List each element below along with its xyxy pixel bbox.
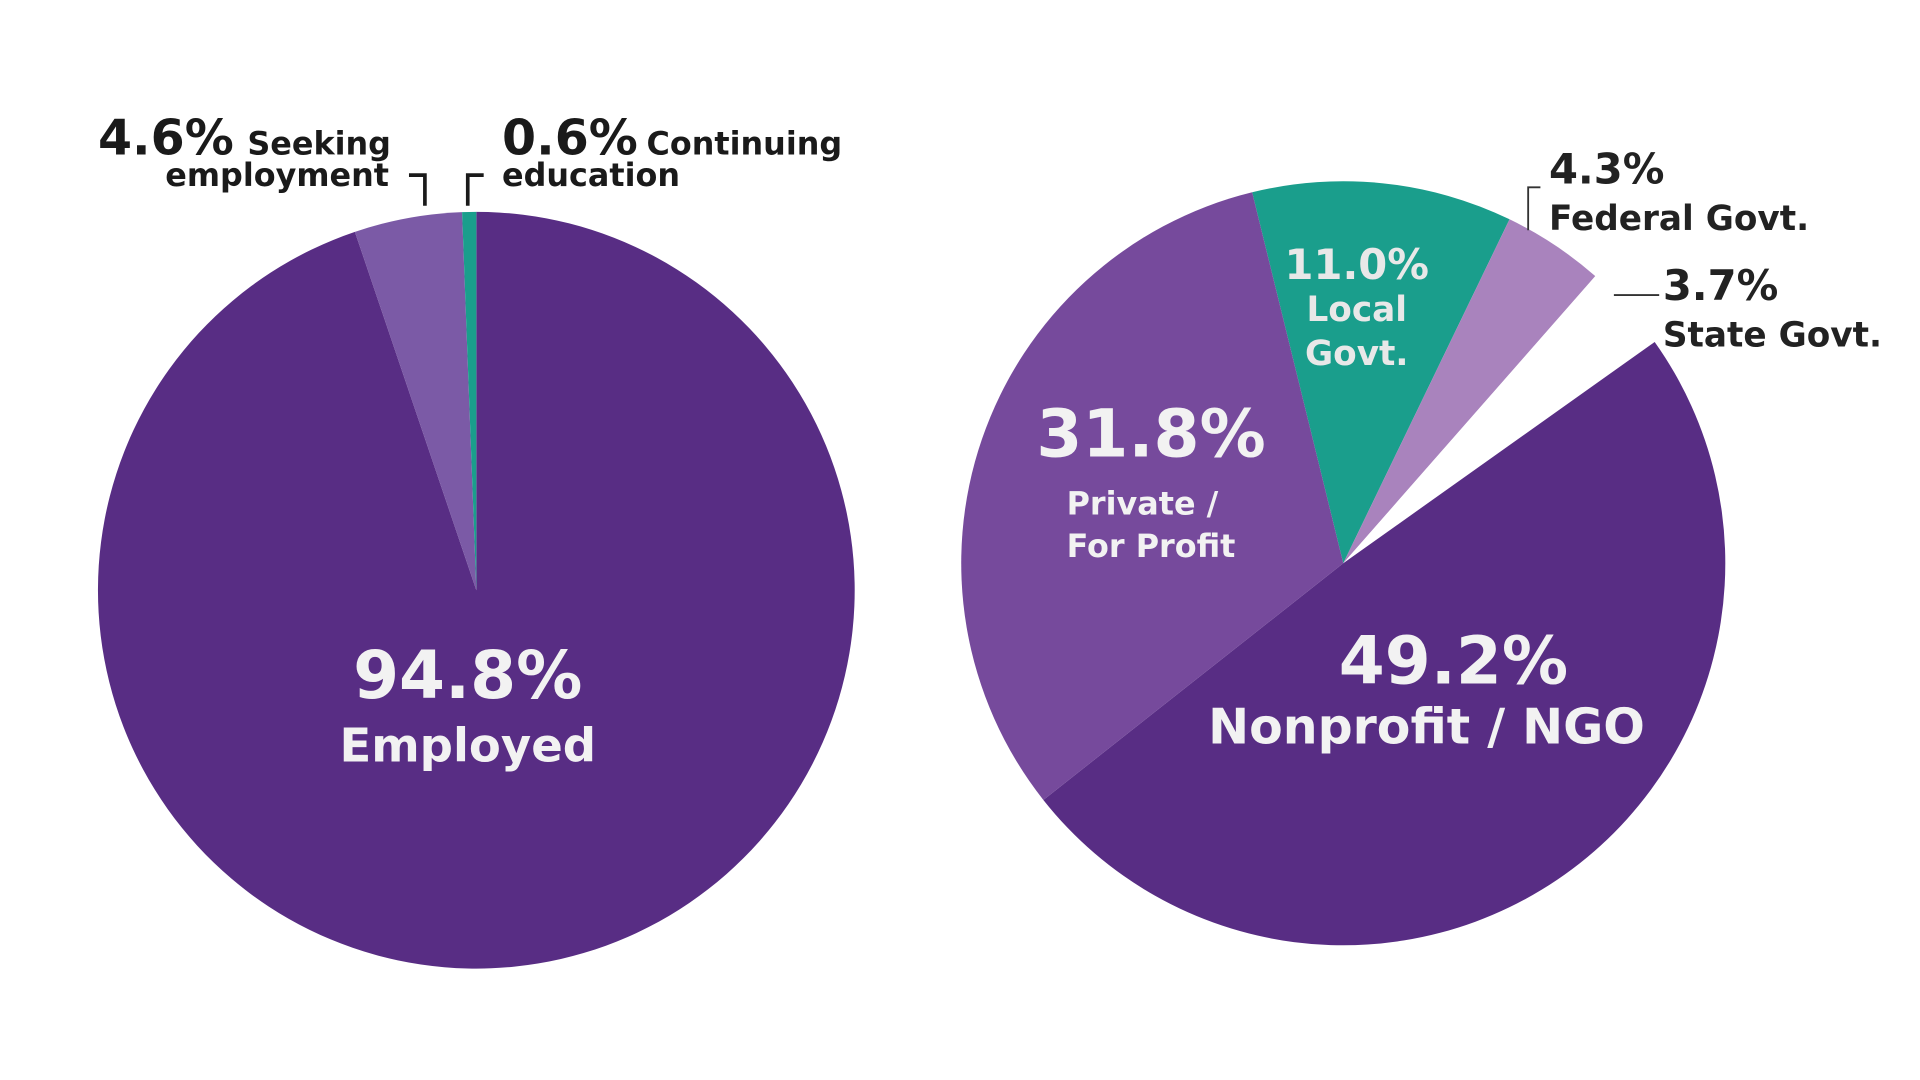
pie-slice-federal-govt (1343, 219, 1596, 564)
federal-value-label: 4.3% (1549, 145, 1664, 194)
seeking-label-line2: employment (165, 156, 389, 194)
state-value-label: 3.7% (1663, 261, 1778, 310)
continuing-value-label: 0.6% (502, 109, 638, 166)
federal-leader-line (1527, 186, 1541, 231)
pie-slice-local-govt (1252, 181, 1510, 564)
pie-slice-continuing-education (462, 211, 477, 591)
employed-value-label: 94.8% (353, 637, 582, 714)
pie-outcomes (97, 211, 855, 969)
seeking-value-label: 4.6% (98, 109, 234, 166)
continuing-leader-line (465, 173, 484, 206)
private-label-line2: For Profit (1067, 527, 1236, 565)
pie-slice-private-for-profit (961, 192, 1344, 800)
seeking-leader-line (408, 173, 427, 206)
local-label-line2: Govt. (1305, 334, 1408, 374)
continuing-label-line1: Continuing (647, 124, 843, 162)
nonprofit-label: Nonprofit / NGO (1208, 698, 1645, 755)
federal-label: Federal Govt. (1549, 199, 1809, 239)
nonprofit-value-label: 49.2% (1339, 622, 1568, 699)
private-label-line1: Private / (1067, 484, 1219, 522)
pie-sectors (961, 181, 1726, 946)
continuing-label-line2: education (502, 156, 680, 194)
pie-slice-state-govt (1343, 276, 1655, 564)
local-label-line1: Local (1306, 290, 1407, 330)
pie-slice-employed (97, 211, 855, 969)
pie-slice-nonprofit-ngo (1043, 341, 1726, 946)
state-label: State Govt. (1663, 316, 1882, 356)
local-value-label: 11.0% (1285, 240, 1429, 289)
employed-label: Employed (339, 719, 596, 773)
seeking-label-line1: Seeking (247, 124, 391, 162)
pie-slice-seeking-employment (354, 212, 477, 591)
private-value-label: 31.8% (1036, 396, 1265, 473)
